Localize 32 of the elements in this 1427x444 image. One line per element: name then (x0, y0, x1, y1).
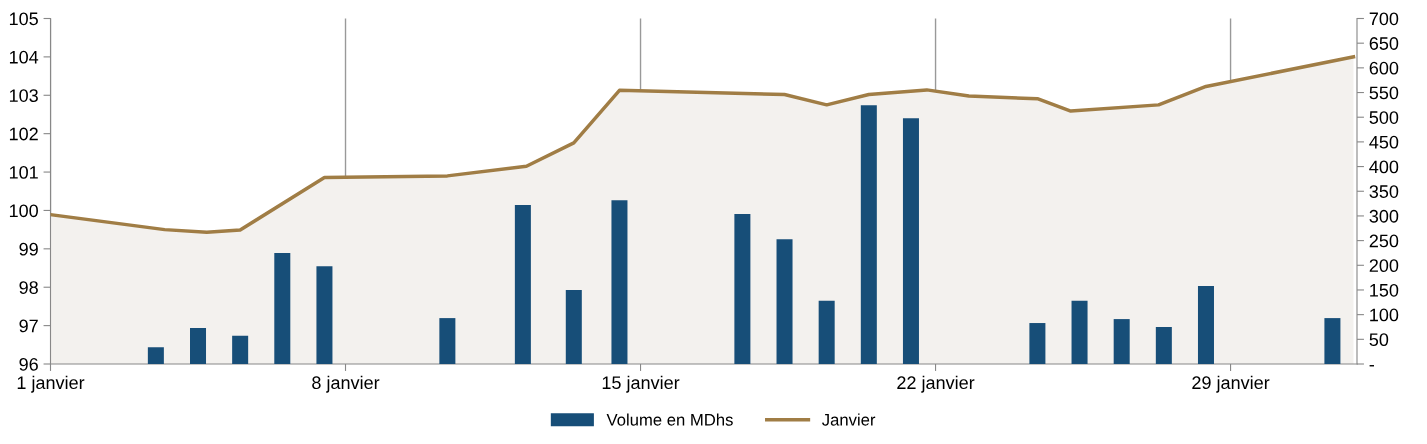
y2-tick-label: 450 (1369, 135, 1399, 149)
y-tick-label: 98 (19, 281, 38, 294)
y2-tick-label: 50 (1369, 333, 1389, 347)
y2-tick-label: 650 (1369, 37, 1399, 50)
y2-tick-label: 350 (1369, 185, 1399, 198)
y2-tick-label: 500 (1369, 111, 1399, 124)
legend-label: Janvier (822, 413, 876, 426)
y2-tick-label: 200 (1369, 259, 1399, 273)
x-tick-label: 8 janvier (312, 375, 380, 393)
y2-tick-label: - (1369, 365, 1375, 367)
y2-tick-label: 600 (1369, 61, 1399, 75)
y-tick-label: 104 (9, 50, 39, 64)
y-tick-label: 101 (9, 165, 38, 179)
y2-tick-label: 250 (1369, 234, 1399, 248)
x-tick-label: 1 janvier (17, 375, 85, 393)
y2-tick-label: 150 (1370, 283, 1399, 297)
y2-tick-label: 400 (1369, 160, 1399, 174)
x-tick-label: 15 janvier (602, 375, 680, 393)
x-tick-label: 29 janvier (1192, 375, 1270, 393)
y-tick-label: 105 (9, 12, 38, 26)
y2-tick-label: 100 (1370, 308, 1399, 322)
y-tick-label: 102 (9, 127, 38, 141)
y-tick-label: 100 (9, 204, 38, 218)
y2-tick-label: 300 (1369, 209, 1399, 223)
y-tick-label: 96 (19, 357, 38, 371)
y-tick-label: 99 (19, 242, 38, 256)
y2-tick-label: 700 (1369, 12, 1399, 26)
y2-tick-label: 550 (1369, 86, 1399, 100)
x-tick-label: 22 janvier (897, 375, 975, 393)
y-tick-label: 103 (9, 89, 38, 102)
legend-label: Volume en MDhs (606, 413, 733, 426)
y-tick-label: 97 (19, 319, 38, 333)
